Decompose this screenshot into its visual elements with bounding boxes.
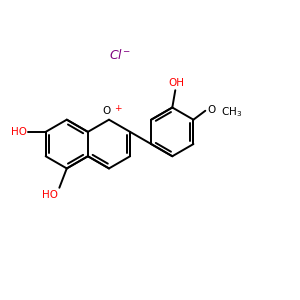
Text: HO: HO (11, 127, 27, 137)
Text: CH$_3$: CH$_3$ (221, 105, 242, 119)
Text: +: + (114, 104, 122, 113)
Text: O: O (207, 105, 215, 115)
Text: OH: OH (168, 78, 184, 88)
Text: HO: HO (42, 190, 58, 200)
Text: $Cl^{-}$: $Cl^{-}$ (110, 48, 131, 62)
Text: O: O (103, 106, 111, 116)
